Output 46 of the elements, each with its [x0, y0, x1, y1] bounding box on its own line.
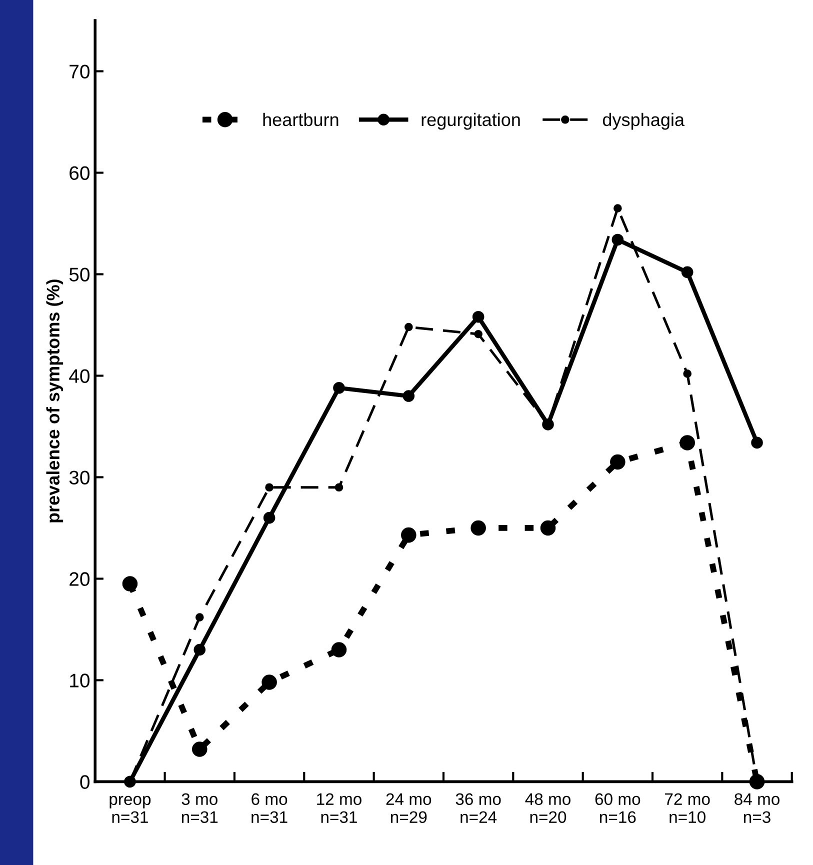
point — [470, 520, 486, 536]
y-tick-label: 60 — [70, 166, 90, 180]
y-tick-label: 50 — [69, 268, 90, 282]
point — [681, 266, 694, 278]
point — [402, 390, 415, 402]
point — [333, 382, 345, 394]
point — [614, 204, 622, 212]
point — [192, 742, 208, 757]
point — [334, 483, 344, 492]
legend-label: heartburn — [263, 112, 338, 126]
point — [195, 613, 204, 622]
x-tick-label: 60 mo n=16 — [595, 793, 640, 824]
point — [540, 520, 556, 536]
legend-label: dysphagia — [602, 112, 685, 130]
point — [331, 642, 347, 658]
point — [194, 644, 206, 656]
y-tick-label: 70 — [70, 64, 90, 78]
y-tick-label: 20 — [70, 572, 90, 586]
x-tick-label: 48 mo n=20 — [525, 793, 570, 824]
x-tick-label: 12 mo n=31 — [317, 793, 362, 824]
point — [680, 435, 695, 450]
point — [612, 234, 624, 246]
point — [683, 370, 692, 378]
legend-label: regurgitation — [422, 112, 520, 130]
point — [751, 436, 763, 449]
x-tick-label: 3 mo n=31 — [182, 793, 218, 824]
point — [401, 527, 416, 543]
point — [474, 330, 482, 338]
x-tick-label: 6 mo n=31 — [252, 793, 288, 824]
y-tick-label: 0 — [80, 775, 90, 789]
x-tick-label: 72 mo n=10 — [665, 793, 710, 824]
point — [122, 576, 138, 592]
point — [472, 310, 484, 323]
x-tick-label: 36 mo n=24 — [456, 793, 501, 823]
x-tick-label: 84 mo n=3 — [734, 793, 780, 824]
point — [262, 674, 277, 690]
x-tick-label: 24 mo n=29 — [386, 793, 432, 824]
y-tick-label: 30 — [69, 470, 90, 484]
point — [610, 454, 626, 470]
point — [404, 322, 413, 332]
y-axis-title: prevalence of symptoms (%) — [46, 280, 64, 522]
y-tick-label: 10 — [70, 674, 90, 688]
point — [263, 512, 276, 524]
point — [265, 483, 274, 492]
x-tick-label: preop n=31 — [110, 796, 151, 824]
y-tick-label: 40 — [69, 369, 90, 383]
